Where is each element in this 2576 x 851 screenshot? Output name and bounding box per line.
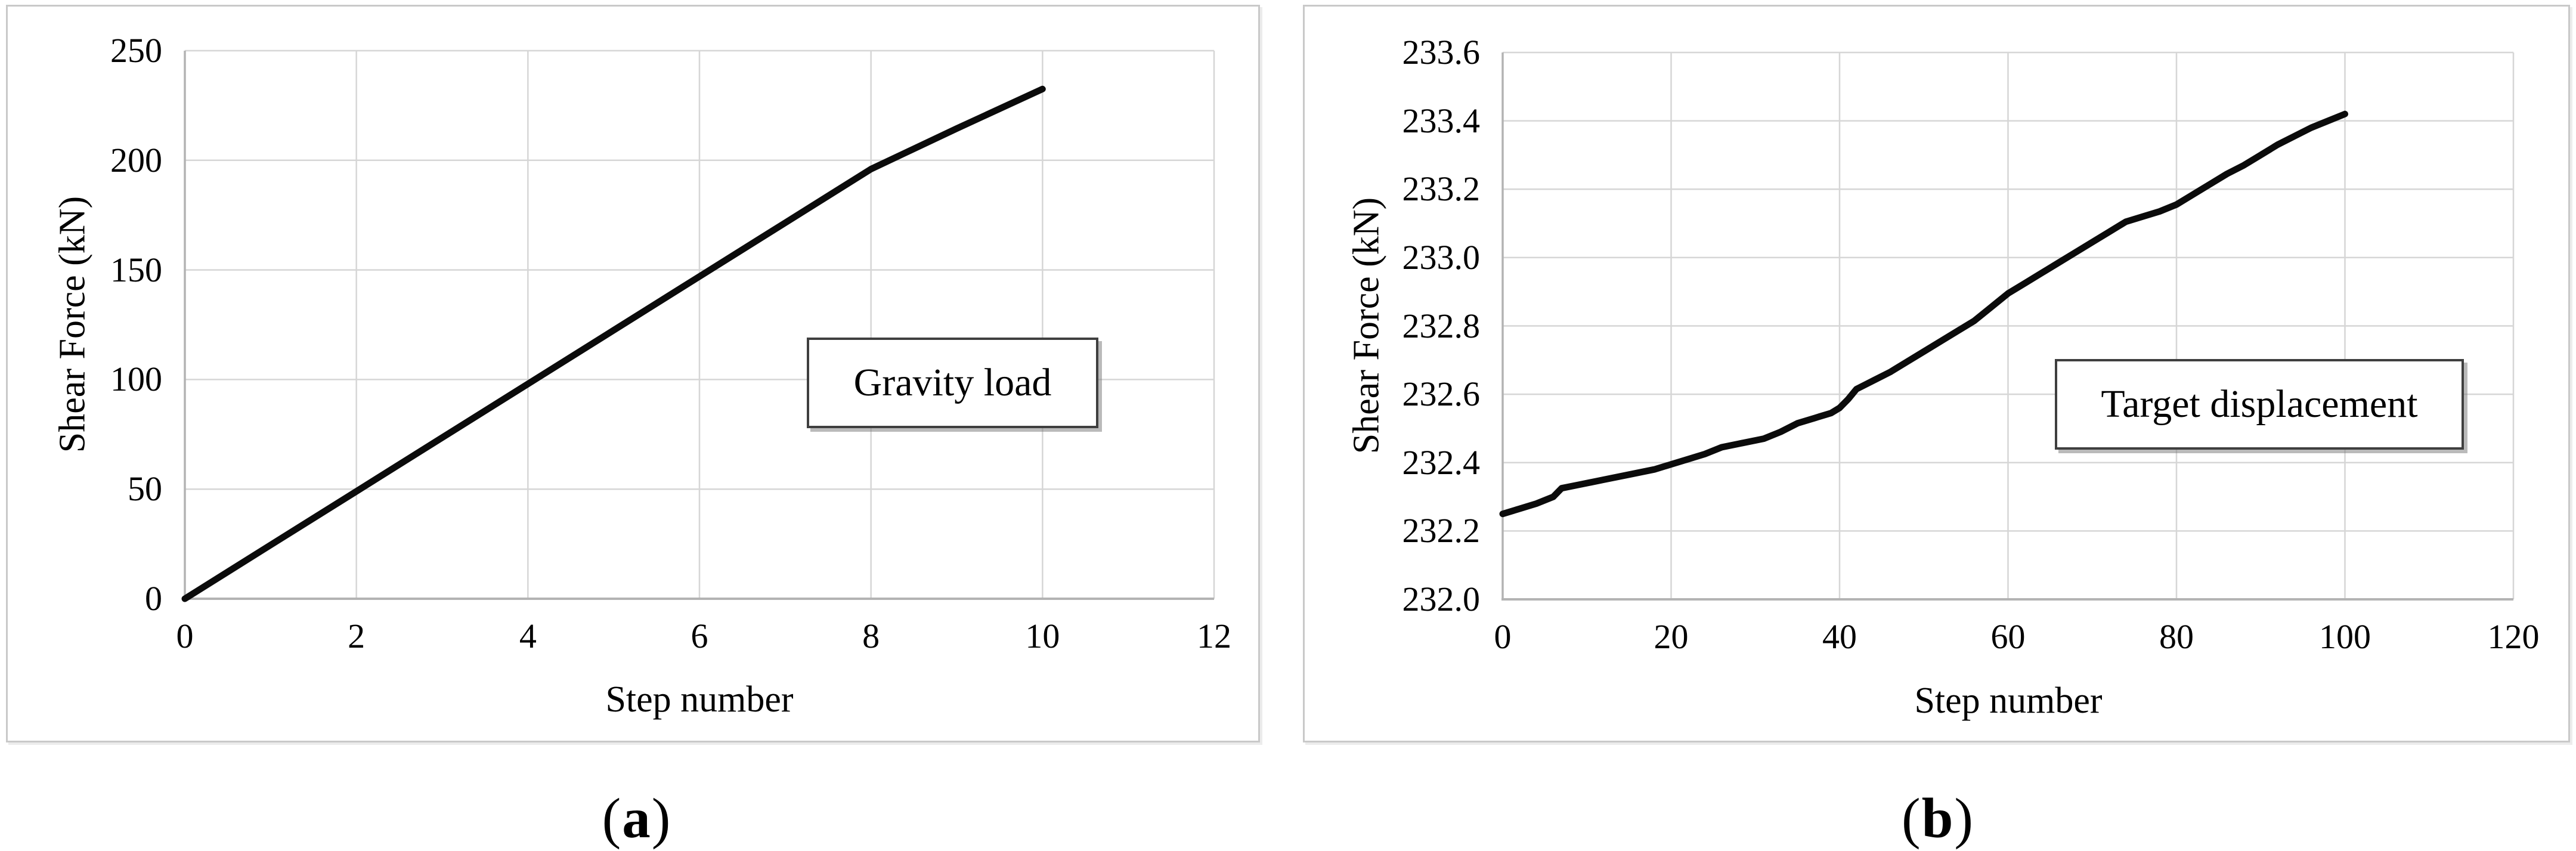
y-tick-label-a: 50 <box>128 469 162 509</box>
y-tick-label-a: 0 <box>145 579 162 618</box>
caption-paren: ) <box>1954 787 1975 850</box>
x-tick-label-b: 60 <box>1990 617 2026 656</box>
y-tick-label-b: 233.0 <box>1402 237 1481 277</box>
x-tick-label-b: 0 <box>1494 617 1512 656</box>
x-axis-title-a: Step number <box>605 679 794 720</box>
y-tick-label-a: 250 <box>110 31 162 70</box>
annotation-label: Target displacement <box>2101 382 2418 426</box>
x-tick-label-b: 100 <box>2319 617 2371 656</box>
caption-paren: ) <box>651 787 672 850</box>
y-tick-label-b: 233.4 <box>1402 101 1481 140</box>
x-tick-label-a: 12 <box>1197 617 1231 655</box>
x-axis-title-b: Step number <box>1914 680 2103 721</box>
series-line-b <box>1499 110 2348 518</box>
x-tick-label-b: 80 <box>2159 617 2194 656</box>
y-tick-label-b: 232.8 <box>1402 306 1481 345</box>
y-tick-label-b: 232.0 <box>1402 580 1481 618</box>
y-tick-label-a: 200 <box>110 140 162 180</box>
caption-paren: ( <box>602 787 623 850</box>
annotation-label: Gravity load <box>853 361 1052 404</box>
y-tick-label-a: 150 <box>110 250 162 289</box>
x-tick-label-a: 6 <box>691 617 708 655</box>
series-line-a <box>181 85 1046 602</box>
caption-letter: b <box>1921 787 1955 850</box>
caption-letter: a <box>622 787 652 850</box>
caption-b: (b) <box>1902 785 1974 851</box>
x-tick-label-b: 20 <box>1654 617 1689 656</box>
y-tick-label-b: 232.6 <box>1402 375 1481 414</box>
x-tick-label-a: 2 <box>348 617 366 655</box>
x-tick-label-a: 0 <box>176 617 194 655</box>
annotation-box-gravity-load: Gravity load <box>807 338 1098 428</box>
y-tick-label-b: 233.6 <box>1402 33 1481 72</box>
x-tick-label-a: 4 <box>519 617 537 655</box>
x-tick-label-a: 8 <box>862 617 880 655</box>
caption-a: (a) <box>602 785 672 851</box>
y-tick-label-b: 232.4 <box>1402 442 1481 482</box>
y-tick-label-a: 100 <box>110 360 162 399</box>
caption-paren: ( <box>1901 787 1922 850</box>
y-axis-title-a: Shear Force (kN) <box>52 196 93 453</box>
x-tick-label-b: 120 <box>2487 617 2540 656</box>
y-tick-label-b: 232.2 <box>1402 511 1481 550</box>
x-tick-label-a: 10 <box>1025 617 1060 655</box>
annotation-box-target-displacement: Target displacement <box>2055 359 2464 450</box>
x-tick-label-b: 40 <box>1822 617 1857 656</box>
y-tick-label-b: 233.2 <box>1402 169 1481 209</box>
